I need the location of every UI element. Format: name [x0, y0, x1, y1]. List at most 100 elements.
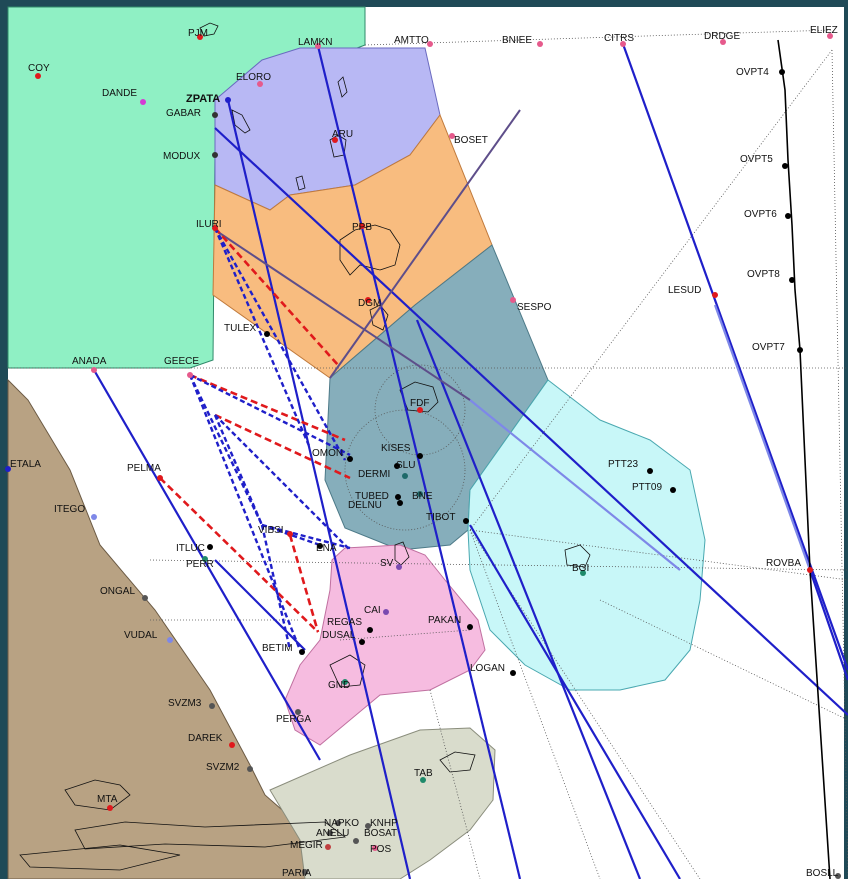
- waypoint-marker[interactable]: [353, 838, 359, 844]
- waypoint-etala[interactable]: ETALA: [5, 459, 41, 472]
- waypoint-eliez[interactable]: ELIEZ: [810, 25, 838, 39]
- waypoint-marker[interactable]: [367, 627, 373, 633]
- waypoint-marker[interactable]: [140, 99, 146, 105]
- waypoint-paria[interactable]: PARIA: [282, 868, 312, 879]
- waypoint-marker[interactable]: [394, 463, 400, 469]
- waypoint-geece[interactable]: GEECE: [164, 356, 199, 378]
- waypoint-marker[interactable]: [342, 679, 348, 685]
- waypoint-ovpt4[interactable]: OVPT4: [736, 67, 785, 78]
- waypoint-marker[interactable]: [212, 152, 218, 158]
- waypoint-marker[interactable]: [327, 830, 333, 836]
- waypoint-marker[interactable]: [142, 595, 148, 601]
- waypoint-tubed[interactable]: TUBED: [355, 491, 401, 502]
- waypoint-marker[interactable]: [229, 742, 235, 748]
- waypoint-marker[interactable]: [202, 556, 208, 562]
- waypoint-perga[interactable]: PERGA: [276, 709, 311, 725]
- waypoint-marker[interactable]: [420, 777, 426, 783]
- waypoint-ovpt8[interactable]: OVPT8: [747, 269, 795, 283]
- waypoint-gabar[interactable]: GABAR: [166, 108, 218, 119]
- waypoint-bgi[interactable]: BGI: [572, 563, 589, 576]
- waypoint-ptt09[interactable]: PTT09: [632, 482, 676, 493]
- waypoint-bniee[interactable]: BNIEE: [502, 35, 543, 47]
- waypoint-knhp[interactable]: KNHP: [365, 818, 398, 829]
- waypoint-marker[interactable]: [359, 639, 365, 645]
- waypoint-betim[interactable]: BETIM: [262, 643, 305, 655]
- waypoint-marker[interactable]: [212, 112, 218, 118]
- waypoint-slu[interactable]: SLU: [396, 460, 415, 479]
- waypoint-marker[interactable]: [417, 491, 423, 497]
- waypoint-marker[interactable]: [347, 456, 353, 462]
- waypoint-ovpt7[interactable]: OVPT7: [752, 342, 803, 353]
- waypoint-marker[interactable]: [359, 223, 365, 229]
- waypoint-itluc[interactable]: ITLUC: [176, 543, 213, 554]
- waypoint-marker[interactable]: [107, 805, 113, 811]
- waypoint-drdge[interactable]: DRDGE: [704, 31, 740, 45]
- waypoint-napko[interactable]: NAPKO: [324, 818, 359, 829]
- waypoint-anada[interactable]: ANADA: [72, 356, 107, 373]
- waypoint-marker[interactable]: [197, 34, 203, 40]
- waypoint-gnd[interactable]: GND: [328, 679, 350, 691]
- waypoint-marker[interactable]: [449, 133, 455, 139]
- waypoint-tibot[interactable]: TIBOT: [426, 512, 469, 524]
- waypoint-boset[interactable]: BOSET: [449, 133, 488, 146]
- waypoint-marker[interactable]: [580, 570, 586, 576]
- waypoint-marker[interactable]: [510, 670, 516, 676]
- waypoint-marker[interactable]: [372, 845, 378, 851]
- waypoint-bosat[interactable]: BOSAT: [353, 828, 397, 844]
- waypoint-marker[interactable]: [396, 564, 402, 570]
- waypoint-citrs[interactable]: CITRS: [604, 33, 634, 47]
- waypoint-marker[interactable]: [257, 81, 263, 87]
- waypoint-delnu[interactable]: DELNU: [348, 500, 403, 511]
- waypoint-rovba[interactable]: ROVBA: [766, 558, 813, 573]
- waypoint-marker[interactable]: [247, 766, 253, 772]
- waypoint-marker[interactable]: [782, 163, 788, 169]
- waypoint-pelma[interactable]: PELMA: [127, 463, 163, 481]
- waypoint-anelu[interactable]: ANELU: [316, 828, 349, 839]
- waypoint-mta[interactable]: MTA: [97, 794, 118, 811]
- waypoint-marker[interactable]: [537, 41, 543, 47]
- waypoint-regas[interactable]: REGAS: [327, 617, 373, 633]
- waypoint-svzm3[interactable]: SVZM3: [168, 698, 215, 709]
- waypoint-tab[interactable]: TAB: [414, 768, 433, 783]
- waypoint-itego[interactable]: ITEGO: [54, 504, 97, 520]
- waypoint-marker[interactable]: [720, 39, 726, 45]
- waypoint-perr[interactable]: PERR: [186, 556, 214, 570]
- waypoint-lesud[interactable]: LESUD: [668, 285, 718, 298]
- waypoint-marker[interactable]: [325, 844, 331, 850]
- waypoint-marker[interactable]: [463, 518, 469, 524]
- waypoint-marker[interactable]: [264, 331, 270, 337]
- waypoint-marker[interactable]: [365, 297, 371, 303]
- waypoint-marker[interactable]: [620, 41, 626, 47]
- waypoint-marker[interactable]: [789, 277, 795, 283]
- waypoint-pjm[interactable]: PJM: [188, 28, 208, 40]
- waypoint-marker[interactable]: [315, 43, 321, 49]
- waypoint-ovpt6[interactable]: OVPT6: [744, 209, 791, 220]
- waypoint-marker[interactable]: [157, 475, 163, 481]
- waypoint-dgm[interactable]: DGM: [358, 297, 381, 309]
- waypoint-marker[interactable]: [299, 649, 305, 655]
- waypoint-marker[interactable]: [212, 225, 218, 231]
- waypoint-marker[interactable]: [91, 514, 97, 520]
- waypoint-dusal[interactable]: DUSAL: [322, 630, 365, 645]
- waypoint-marker[interactable]: [712, 292, 718, 298]
- waypoint-marker[interactable]: [335, 820, 341, 826]
- waypoint-marker[interactable]: [402, 473, 408, 479]
- waypoint-ptt23[interactable]: PTT23: [608, 459, 653, 474]
- waypoint-kises[interactable]: KISES: [381, 443, 423, 459]
- waypoint-amtto[interactable]: AMTTO: [394, 35, 433, 47]
- waypoint-ppb[interactable]: PPB: [352, 222, 372, 233]
- waypoint-marker[interactable]: [835, 873, 841, 879]
- waypoint-ongal[interactable]: ONGAL: [100, 586, 148, 601]
- waypoint-marker[interactable]: [225, 97, 231, 103]
- waypoint-marker[interactable]: [295, 709, 301, 715]
- waypoint-marker[interactable]: [647, 468, 653, 474]
- waypoint-vibsi[interactable]: VIBSI: [258, 525, 293, 537]
- waypoint-marker[interactable]: [670, 487, 676, 493]
- waypoint-iluri[interactable]: ILURI: [196, 219, 222, 231]
- waypoint-marker[interactable]: [397, 500, 403, 506]
- waypoint-marker[interactable]: [332, 137, 338, 143]
- waypoint-logan[interactable]: LOGAN: [470, 663, 516, 676]
- waypoint-vudal[interactable]: VUDAL: [124, 630, 173, 643]
- waypoint-ovpt5[interactable]: OVPT5: [740, 154, 788, 169]
- waypoint-marker[interactable]: [383, 609, 389, 615]
